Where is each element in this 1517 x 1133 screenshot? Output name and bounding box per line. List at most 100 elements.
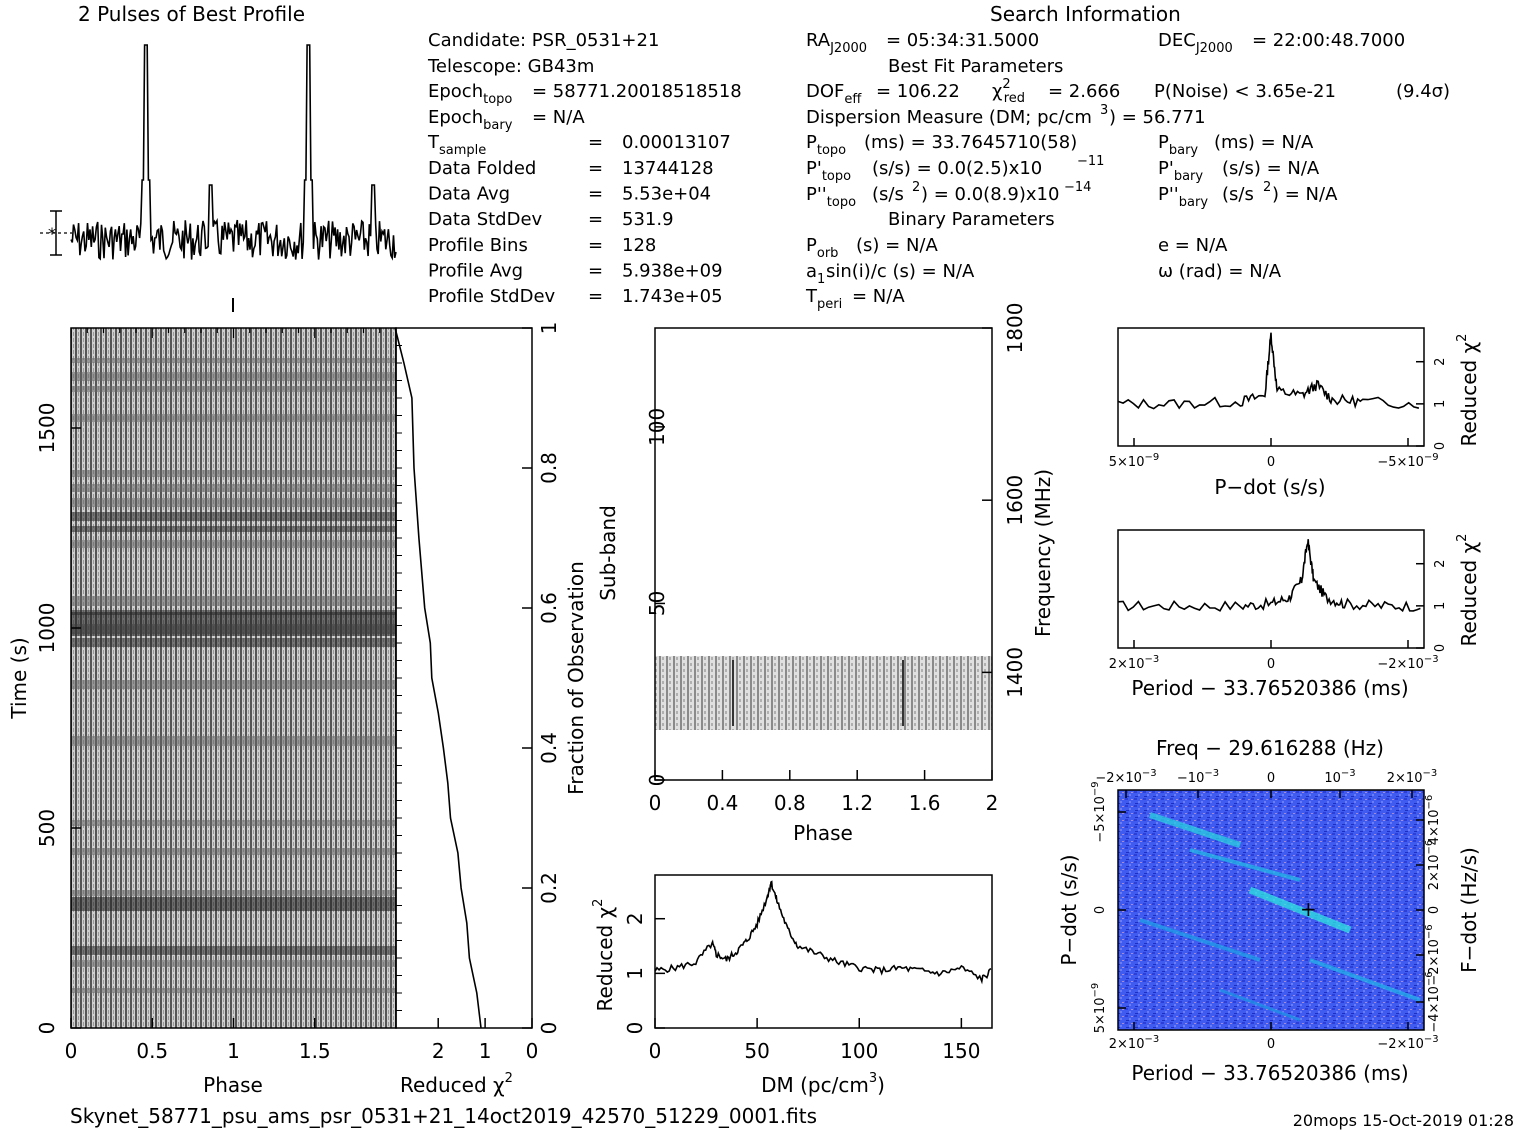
period-y-tick-label: 2 xyxy=(1433,560,1448,568)
candidate-text: Candidate: PSR_0531+21 xyxy=(428,30,659,51)
time-phase-bands xyxy=(71,358,396,993)
time-phase-band xyxy=(71,988,396,993)
subband-x-tick-label: 0.8 xyxy=(774,791,806,815)
info-row-value: 128 xyxy=(622,235,656,256)
dm-x-tick-label: 50 xyxy=(744,1039,769,1063)
ppdot-right-tick-label: 2×10−6 xyxy=(1424,840,1442,890)
time-phase-band xyxy=(71,890,396,896)
pdd-topo-label: P''topo xyxy=(806,184,856,210)
period-trace xyxy=(1117,539,1421,613)
subband-frame xyxy=(654,327,993,781)
time-phase-x-tick-label: 0.5 xyxy=(136,1039,168,1063)
ppdot-heatmap xyxy=(1118,790,1424,1030)
dof-value: = 106.22 xyxy=(876,81,960,102)
footer-filename: Skynet_58771_psu_ams_psr_0531+21_14oct20… xyxy=(70,1104,817,1128)
ppdot-panel: Freq − 29.616288 (Hz) + −2×10−3 −10−3 0 10−… xyxy=(1057,736,1481,1085)
chi-red-value: = 2.666 xyxy=(1048,81,1120,102)
time-phase-band xyxy=(71,386,396,392)
time-phase-y-tick-label: 1500 xyxy=(35,403,59,454)
time-phase-heatmap xyxy=(71,328,396,1028)
pdd-topo-value: ) = 0.0(8.9)x10 xyxy=(921,184,1059,205)
ppdot-title: Freq − 29.616288 (Hz) xyxy=(1156,736,1384,760)
period-y-tick-label: 0 xyxy=(1433,644,1448,652)
time-phase-ylabel: Time (s) xyxy=(7,637,31,719)
epoch-topo-value: = 58771.20018518518 xyxy=(532,81,742,102)
dm-y-tick-label: 2 xyxy=(623,912,647,925)
info-column-3: DECJ2000 = 22:00:48.7000 P(Noise) < 3.65… xyxy=(1154,30,1450,282)
fraction-ticks: 2 1 0 0 0.2 0.4 0.6 0.8 1 xyxy=(396,322,561,1063)
dm-ylabel: Reduced χ2 xyxy=(591,899,617,1012)
pdot-x-tick-label: 5×10−9 xyxy=(1109,452,1159,470)
time-phase-panel: 0 0.5 1 1.5 0 500 1000 1500 Phase Time (s) xyxy=(7,327,397,1097)
ppdot-top-tick-label: 2×10−3 xyxy=(1387,768,1437,786)
ppdot-left-tick-label: 0 xyxy=(1093,906,1108,914)
period-y-tick-label: 1 xyxy=(1433,602,1448,610)
pdot-ylabel: Reduced χ2 xyxy=(1455,334,1481,447)
time-phase-band xyxy=(71,526,396,532)
binary-title: Binary Parameters xyxy=(888,209,1055,230)
ppdot-right-tick-label: −4×10−6 xyxy=(1424,971,1442,1032)
pulse-profile-panel: * xyxy=(40,44,397,312)
ppdot-best-marker: + xyxy=(1300,897,1317,921)
info-row-value: 531.9 xyxy=(622,209,674,230)
dm-y-tick-label: 1 xyxy=(623,967,647,980)
dm-label: Dispersion Measure (DM; pc/cm xyxy=(806,107,1092,128)
info-rows: Data Folded = 13744128 Data Avg = 5.53e+04 Dat… xyxy=(428,158,723,307)
subband-x-tick-label: 0 xyxy=(649,791,662,815)
pdot-y-tick-label: 2 xyxy=(1433,358,1448,366)
pdd-topo-exp: −14 xyxy=(1064,180,1091,195)
info-row-label: Data StdDev xyxy=(428,209,543,230)
pdd-topo-unit: (s/s xyxy=(872,184,904,205)
chi-red-label: χ2 red xyxy=(992,77,1025,106)
period-panel: 2×10−3 0 −2×10−3 0 1 2 Period − 33.76520386 (… xyxy=(1109,529,1481,700)
time-phase-band xyxy=(71,470,396,477)
info-row-label: Profile Bins xyxy=(428,235,528,256)
search-info-title: Search Information xyxy=(990,2,1181,26)
fraction-x-tick-label: 1 xyxy=(479,1039,492,1063)
a1-value: sin(i)/c (s) = N/A xyxy=(826,261,975,282)
ra-label: RAJ2000 xyxy=(806,30,867,56)
info-row-value: 1.743e+05 xyxy=(622,286,723,307)
subband-y-tick-label: 50 xyxy=(645,591,669,616)
fraction-y-tick-label: 0.8 xyxy=(537,452,561,484)
time-phase-band xyxy=(71,540,396,548)
ppdot-left-tick-label: −5×10−9 xyxy=(1090,781,1108,842)
ppdot-bottom-tick-label: 2×10−3 xyxy=(1109,1034,1159,1052)
dm-x-tick-label: 100 xyxy=(840,1039,878,1063)
pdot-xlabel: P−dot (s/s) xyxy=(1214,475,1325,499)
subband-ylabel: Sub-band xyxy=(596,505,620,601)
p-orb-label: Porb xyxy=(806,235,838,261)
ppdot-right-tick-label: 0 xyxy=(1427,906,1442,914)
t-peri-label: Tperi xyxy=(805,286,842,312)
ppdot-xlabel: Period − 33.76520386 (ms) xyxy=(1131,1061,1408,1085)
pd-bary-label: P'bary xyxy=(1158,158,1203,184)
dm-sup: 3 xyxy=(1100,103,1108,118)
ppdot-top-tick-label: −10−3 xyxy=(1177,768,1219,786)
info-row-label: Data Folded xyxy=(428,158,536,179)
footer-stamp: 20mops 15-Oct-2019 01:28 xyxy=(1293,1111,1514,1130)
period-xlabel: Period − 33.76520386 (ms) xyxy=(1131,676,1408,700)
pd-topo-exp: −11 xyxy=(1077,154,1104,169)
dec-value: = 22:00:48.7000 xyxy=(1252,30,1405,51)
p-noise-text: P(Noise) < 3.65e-21 xyxy=(1154,81,1336,102)
pdot-y-tick-label: 1 xyxy=(1433,400,1448,408)
frequency-y-tick-label: 1800 xyxy=(1003,303,1027,354)
time-phase-band xyxy=(71,612,396,636)
frequency-ylabel: Frequency (MHz) xyxy=(1031,469,1055,637)
time-phase-band xyxy=(71,414,396,422)
info-row-eq: = xyxy=(588,158,603,179)
dm-y-tick-label: 0 xyxy=(623,1022,647,1035)
p-orb-value: (s) = N/A xyxy=(856,235,938,256)
ppdot-right-tick-label: 4×10−6 xyxy=(1424,795,1442,845)
period-frame xyxy=(1117,529,1425,649)
ppdot-top-tick-label: −2×10−3 xyxy=(1095,768,1156,786)
frequency-y-tick-label: 1400 xyxy=(1003,647,1027,698)
fraction-y-tick-label: 0.6 xyxy=(537,592,561,624)
time-phase-y-tick-label: 500 xyxy=(35,809,59,847)
ppdot-top-tick-label: 10−3 xyxy=(1324,768,1355,786)
epoch-bary-label: Epochbary xyxy=(428,107,513,133)
dec-label: DECJ2000 xyxy=(1158,30,1233,56)
pdot-trace xyxy=(1117,332,1420,410)
best-fit-title: Best Fit Parameters xyxy=(888,56,1063,77)
fraction-y-tick-label: 0.2 xyxy=(537,872,561,904)
